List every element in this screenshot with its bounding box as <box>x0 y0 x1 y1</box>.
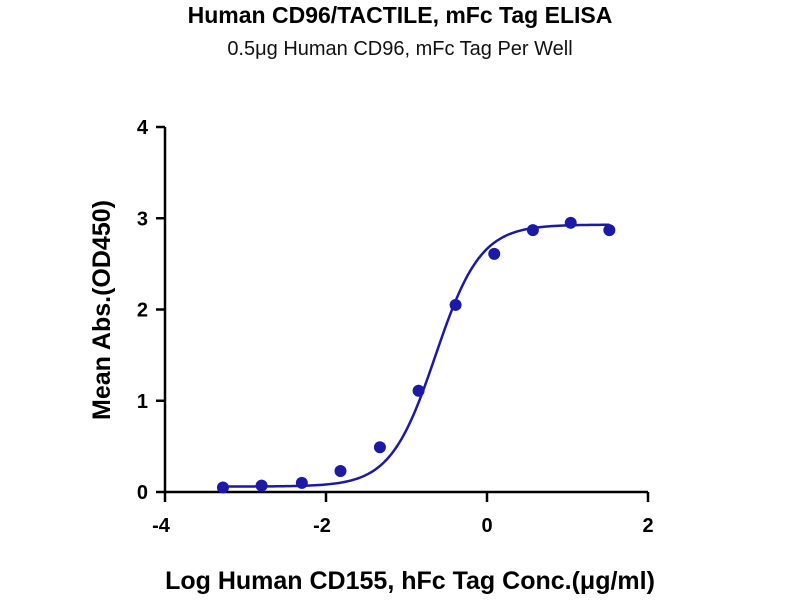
x-axis-title: Log Human CD155, hFc Tag Conc.(μg/ml) <box>165 567 655 595</box>
x-tick-label: -4 <box>152 515 171 537</box>
data-point <box>564 216 577 229</box>
chart-title: Human CD96/TACTILE, mFc Tag ELISA <box>187 2 613 28</box>
chart-subtitle: 0.5μg Human CD96, mFc Tag Per Well <box>227 38 573 60</box>
y-tick-label: 1 <box>137 391 148 413</box>
data-point <box>412 384 425 397</box>
data-point <box>216 481 229 494</box>
data-point <box>449 298 462 311</box>
x-tick-label: 2 <box>642 515 653 537</box>
data-point <box>526 224 539 237</box>
data-point <box>255 479 268 492</box>
y-axis-title: Mean Abs.(OD450) <box>88 200 116 420</box>
y-tick-label: 3 <box>137 208 148 230</box>
x-axis-ticks: -4 -2 0 2 <box>152 492 654 537</box>
data-point <box>603 224 616 237</box>
data-points <box>216 216 616 494</box>
y-tick-label: 2 <box>137 300 148 322</box>
y-tick-label: 0 <box>137 482 148 504</box>
data-point <box>334 465 347 478</box>
x-tick-label: -2 <box>313 515 331 537</box>
data-point <box>488 247 501 260</box>
data-point <box>373 441 386 454</box>
x-tick-label: 0 <box>481 515 492 537</box>
y-tick-label: 4 <box>137 117 149 139</box>
data-point <box>295 476 308 489</box>
fit-curve <box>222 223 610 488</box>
y-axis-ticks: 0 1 2 3 4 <box>137 117 165 504</box>
